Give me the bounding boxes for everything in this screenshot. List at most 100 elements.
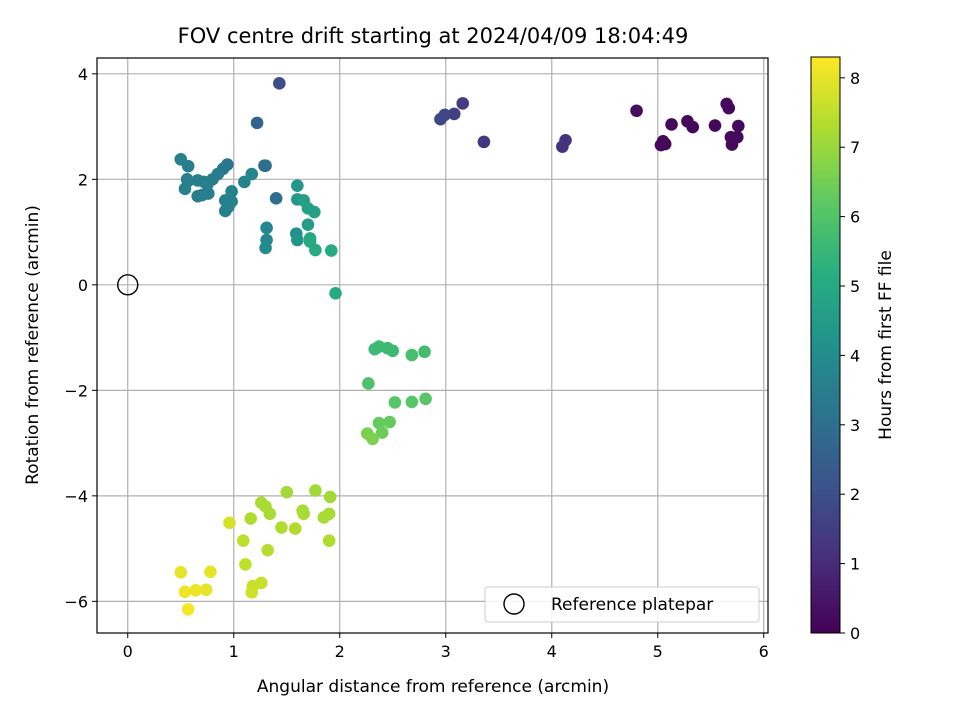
data-point: [434, 112, 447, 126]
x-tick-label: 3: [441, 642, 451, 661]
data-point: [199, 583, 213, 597]
data-point: [309, 484, 322, 497]
colorbar-tick-label: 3: [850, 416, 860, 435]
legend-marker-reference: [503, 593, 525, 615]
data-point: [275, 521, 288, 534]
data-point: [658, 137, 672, 151]
data-point: [178, 585, 192, 599]
data-point: [250, 116, 264, 130]
data-point: [259, 159, 272, 172]
data-point: [280, 485, 294, 499]
colorbar-tick-label: 4: [850, 346, 860, 365]
reference-marker-layer: [117, 274, 139, 296]
data-point: [273, 77, 286, 90]
x-tick-label: 1: [229, 642, 239, 661]
y-tick-label: 2: [78, 170, 88, 189]
data-point: [291, 179, 304, 192]
data-point: [245, 586, 259, 599]
data-point: [383, 415, 396, 429]
data-point: [223, 516, 236, 530]
data-point: [686, 120, 700, 134]
data-point: [236, 534, 250, 547]
y-axis-label: Rotation from reference (arcmin): [23, 205, 43, 485]
colorbar: 0 1 2 3 4 5 6 7 8 Hours from first FF file: [810, 56, 896, 643]
data-point: [375, 426, 389, 439]
legend-label-reference: Reference platepar: [551, 595, 713, 615]
chart-title: FOV centre drift starting at 2024/04/09 …: [178, 24, 689, 48]
data-point: [418, 345, 431, 359]
data-point: [244, 512, 258, 525]
data-point: [366, 432, 379, 446]
x-tick-label: 0: [123, 642, 133, 661]
data-point: [556, 140, 569, 153]
y-tick-label: −6: [64, 592, 88, 611]
data-point: [255, 576, 268, 590]
grid-lines: [97, 58, 768, 633]
colorbar-tick-label: 0: [850, 624, 860, 643]
data-points: [174, 77, 745, 616]
data-point: [405, 395, 419, 409]
x-axis-label: Angular distance from reference (arcmin): [257, 677, 609, 697]
data-point: [291, 233, 304, 247]
data-point: [322, 534, 336, 547]
data-point: [362, 377, 375, 390]
colorbar-tick-label: 6: [850, 208, 860, 227]
y-axis-ticks: −6 −4 −2 0 2 4: [64, 65, 97, 611]
y-tick-label: 4: [78, 65, 88, 84]
data-point: [301, 218, 315, 231]
data-point: [181, 602, 195, 616]
data-point: [239, 558, 252, 571]
plot-frame: [96, 57, 769, 634]
y-tick-label: −4: [64, 487, 88, 506]
x-axis-ticks: 0 1 2 3 4 5 6: [123, 633, 769, 661]
data-point: [708, 119, 722, 132]
data-point: [261, 543, 274, 557]
data-point: [447, 107, 461, 121]
colorbar-tick-label: 1: [850, 555, 860, 574]
colorbar-tick-label: 7: [850, 138, 860, 157]
data-point: [308, 205, 321, 219]
data-point: [477, 135, 491, 149]
data-point: [204, 565, 217, 579]
x-tick-label: 5: [653, 642, 663, 661]
x-tick-label: 4: [547, 642, 557, 661]
colorbar-gradient: [810, 56, 841, 634]
data-point: [324, 244, 338, 257]
data-point: [630, 104, 643, 118]
data-point: [386, 344, 400, 358]
data-point: [181, 174, 195, 188]
data-point: [202, 187, 215, 200]
data-point: [225, 195, 238, 208]
data-point: [174, 152, 188, 166]
data-point: [238, 175, 251, 189]
data-point: [225, 185, 238, 198]
data-point: [732, 119, 745, 133]
data-point: [260, 221, 273, 235]
data-point: [722, 101, 736, 115]
colorbar-tick-label: 8: [850, 69, 860, 88]
legend: Reference platepar: [484, 586, 760, 623]
data-point: [329, 286, 342, 300]
colorbar-tick-label: 2: [850, 485, 860, 504]
data-point: [322, 507, 336, 521]
data-point: [309, 243, 322, 257]
y-tick-label: 0: [78, 276, 88, 295]
colorbar-ticks: 0 1 2 3 4 5 6 7 8: [840, 69, 860, 643]
data-point: [323, 490, 337, 504]
data-point: [388, 396, 402, 409]
data-point: [288, 522, 302, 535]
data-point: [456, 97, 470, 110]
data-point: [189, 583, 202, 597]
colorbar-tick-label: 5: [850, 277, 860, 296]
data-point: [297, 507, 311, 521]
data-point: [372, 416, 386, 430]
legend-box: [484, 586, 760, 623]
x-tick-label: 6: [759, 642, 769, 661]
data-point: [405, 348, 419, 362]
data-point: [665, 118, 678, 131]
data-point: [191, 189, 205, 203]
reference-platepar-marker: [117, 274, 139, 296]
data-point: [263, 507, 277, 521]
data-point: [245, 167, 259, 181]
